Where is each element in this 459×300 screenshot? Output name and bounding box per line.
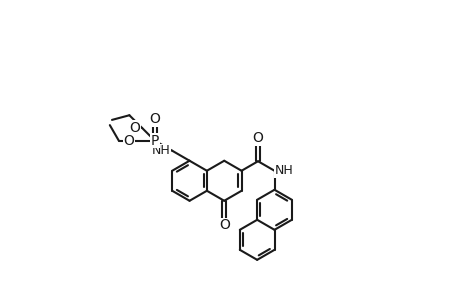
Text: O: O [252,131,263,145]
Text: NH: NH [151,144,170,157]
Text: P: P [151,134,159,148]
Text: NH: NH [274,164,293,177]
Text: O: O [129,121,140,135]
Text: O: O [123,134,134,148]
Text: O: O [149,112,160,126]
Text: O: O [218,218,229,233]
